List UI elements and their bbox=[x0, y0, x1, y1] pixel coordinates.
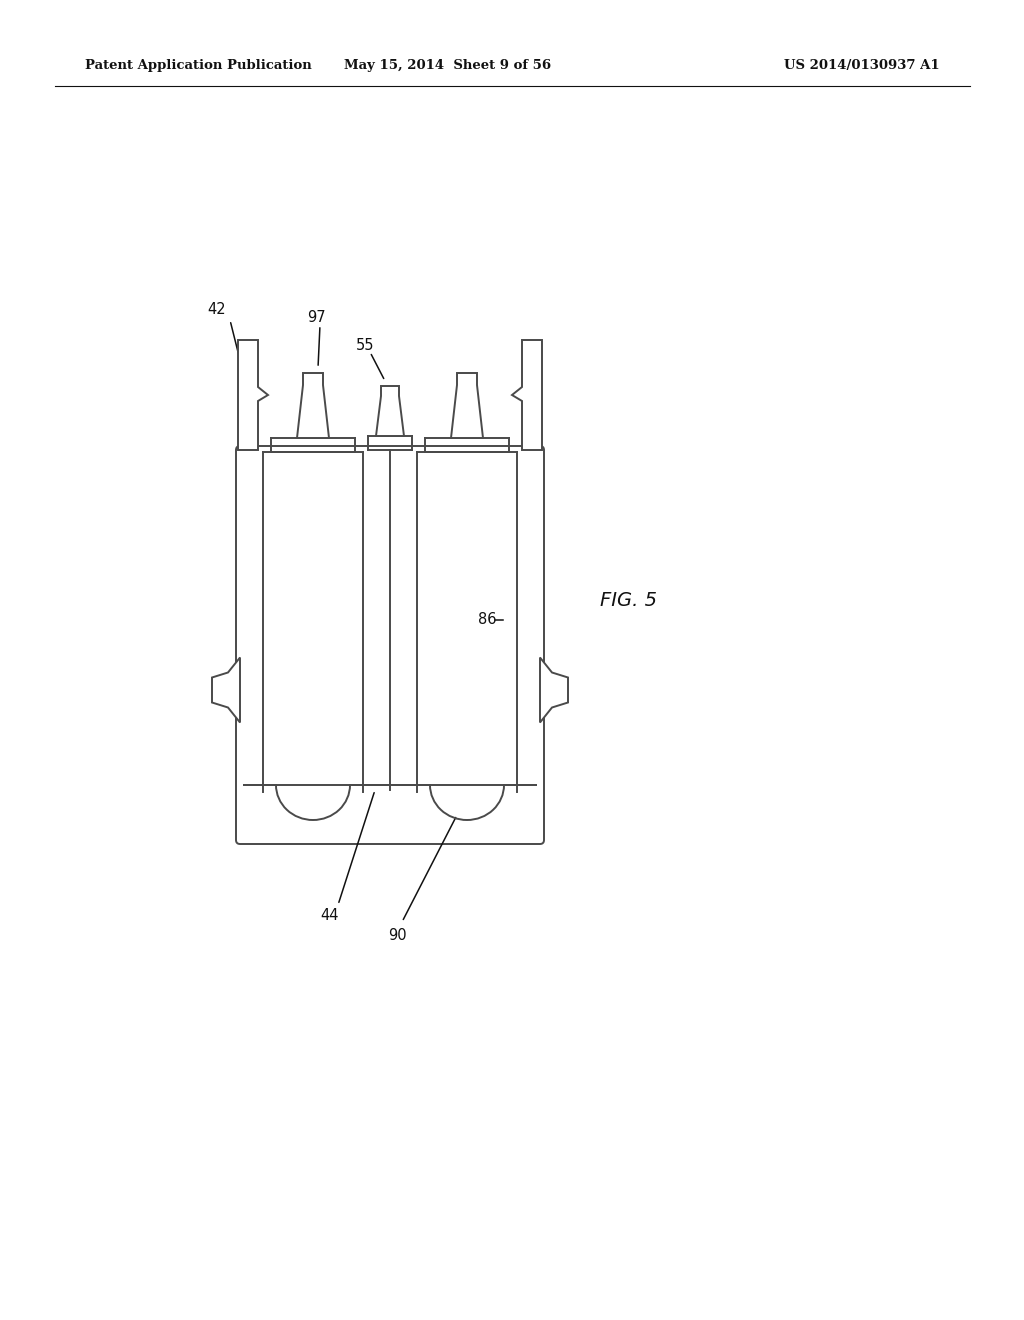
Text: 42: 42 bbox=[208, 302, 226, 318]
Polygon shape bbox=[297, 374, 329, 438]
Text: FIG. 5: FIG. 5 bbox=[599, 590, 656, 610]
Polygon shape bbox=[451, 374, 483, 438]
Polygon shape bbox=[238, 341, 268, 450]
Polygon shape bbox=[540, 657, 568, 722]
Text: 55: 55 bbox=[355, 338, 374, 352]
Polygon shape bbox=[212, 657, 240, 722]
Text: 90: 90 bbox=[388, 928, 407, 942]
Text: 97: 97 bbox=[306, 310, 326, 326]
Text: Patent Application Publication: Patent Application Publication bbox=[85, 58, 311, 71]
Text: 86: 86 bbox=[478, 612, 497, 627]
Text: US 2014/0130937 A1: US 2014/0130937 A1 bbox=[784, 58, 940, 71]
Polygon shape bbox=[376, 385, 404, 436]
FancyBboxPatch shape bbox=[236, 446, 544, 843]
Text: 44: 44 bbox=[321, 908, 339, 923]
Polygon shape bbox=[512, 341, 542, 450]
Text: May 15, 2014  Sheet 9 of 56: May 15, 2014 Sheet 9 of 56 bbox=[344, 58, 552, 71]
